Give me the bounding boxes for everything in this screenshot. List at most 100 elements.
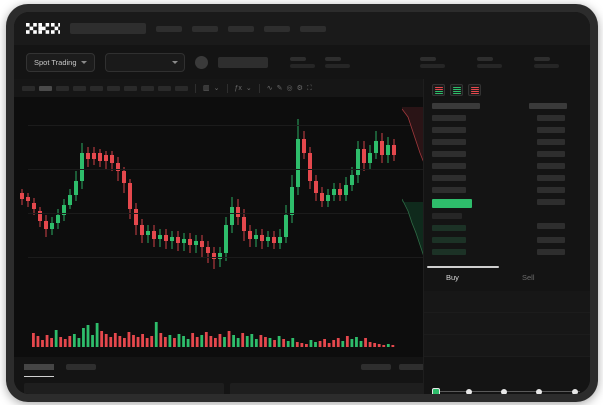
ticker-bar: Spot Trading — [14, 45, 590, 79]
orderbook-header-left — [432, 103, 480, 109]
okx-logo-svg — [26, 23, 60, 34]
settings-icon[interactable]: ⚙ — [296, 84, 303, 92]
pair-select-dropdown[interactable] — [104, 52, 185, 72]
amount-slider[interactable] — [432, 387, 582, 394]
gridline — [28, 257, 439, 258]
orderbook-rows[interactable] — [424, 100, 590, 284]
spot-trading-dropdown[interactable]: Spot Trading — [26, 52, 95, 72]
bottom-panel-block-1[interactable] — [24, 383, 224, 394]
bottom-tab-active-underline — [24, 376, 54, 377]
orderbook-row-right[interactable] — [537, 127, 565, 133]
orderbook-bid-row[interactable] — [432, 237, 466, 243]
sell-tab[interactable]: Sell — [522, 273, 535, 282]
ticker-stat-3 — [419, 56, 445, 68]
pencil-icon[interactable]: ✎ — [276, 84, 283, 92]
orderbook-ask-row[interactable] — [432, 115, 466, 121]
orderbook-header-right — [529, 103, 567, 109]
orderbook-bid-row[interactable] — [432, 225, 466, 231]
nav-item-2[interactable] — [192, 25, 218, 32]
orderbook-ask-row[interactable] — [432, 163, 466, 169]
orderbook-row-right[interactable] — [537, 163, 565, 169]
timeframe-button-9[interactable] — [158, 85, 171, 91]
timeframe-button-2[interactable] — [39, 85, 52, 91]
bottom-panel-block-2[interactable] — [229, 383, 429, 394]
orderbook-mode-buttons — [424, 79, 590, 100]
buy-tab[interactable]: Buy — [446, 273, 459, 282]
orderbook-bid-row[interactable] — [432, 249, 466, 255]
timeframe-button-10[interactable] — [175, 85, 188, 91]
orderbook-ask-row[interactable] — [432, 151, 466, 157]
timeframe-button-5[interactable] — [90, 85, 103, 91]
timeframe-button-8[interactable] — [141, 85, 154, 91]
ticker-stat-2 — [324, 56, 350, 68]
indicator-icon[interactable]: ƒx — [234, 84, 242, 92]
candlestick-chart[interactable] — [14, 97, 439, 302]
chevron-down-icon[interactable]: ⌄ — [245, 84, 252, 92]
candlestick-series — [20, 119, 396, 269]
spot-trading-label: Spot Trading — [34, 57, 77, 67]
bottom-tabs — [24, 364, 429, 377]
nav-item-1[interactable] — [156, 25, 182, 32]
timeframe-button-4[interactable] — [73, 85, 86, 91]
bottom-tab-1[interactable] — [24, 364, 54, 370]
slider-step-100[interactable] — [572, 388, 578, 394]
bottom-tab-2[interactable] — [66, 364, 96, 370]
chevron-down-icon[interactable]: ⌄ — [213, 84, 220, 92]
nav-item-5[interactable] — [300, 25, 326, 32]
slider-step-75[interactable] — [536, 388, 542, 394]
nav-item-4[interactable] — [264, 25, 290, 32]
orderbook-ask-row[interactable] — [432, 175, 466, 181]
order-form-field-2[interactable] — [424, 313, 590, 335]
volume-chart[interactable] — [14, 302, 439, 357]
gridline — [28, 169, 439, 170]
order-form-field-3[interactable] — [424, 335, 590, 357]
ticker-stat-5 — [533, 56, 559, 68]
orderbook-ask-row[interactable] — [432, 187, 466, 193]
bottom-orders-panel — [14, 357, 439, 394]
volume-series — [32, 322, 395, 347]
timeframe-button-1[interactable] — [22, 85, 35, 91]
timeframe-button-7[interactable] — [124, 85, 137, 91]
orderbook-and-order-form-panel: Buy Sell — [423, 79, 590, 394]
candles-icon[interactable]: ▥ — [203, 84, 210, 92]
orderbook-bid-row[interactable] — [432, 213, 462, 219]
orderbook-row-right[interactable] — [537, 139, 565, 145]
orderbook-row-right[interactable] — [537, 187, 565, 193]
nav-item-3[interactable] — [228, 25, 254, 32]
gridline — [28, 213, 439, 214]
chevron-down-icon — [80, 60, 87, 64]
slider-step-0[interactable] — [432, 387, 440, 394]
orderbook-row-right[interactable] — [537, 175, 565, 181]
orderbook-row-right[interactable] — [537, 199, 565, 205]
fullscreen-icon[interactable]: ⛶ — [306, 84, 312, 92]
orderbook-ask-row[interactable] — [432, 127, 466, 133]
order-form — [424, 291, 590, 394]
slider-step-50[interactable] — [501, 388, 507, 394]
orderbook-ask-row[interactable] — [432, 139, 466, 145]
orderbook-mode-bids-icon[interactable] — [450, 84, 463, 96]
orderbook-mode-both-icon[interactable] — [432, 84, 445, 96]
search-input[interactable] — [70, 23, 146, 34]
orderbook-row-right[interactable] — [537, 249, 565, 255]
orderbook-mode-asks-icon[interactable] — [468, 84, 481, 96]
order-form-field-1[interactable] — [424, 291, 590, 313]
timeframe-button-6[interactable] — [107, 85, 120, 91]
line-wave-icon[interactable]: ∿ — [266, 84, 273, 92]
magnet-icon[interactable]: ◎ — [286, 84, 293, 92]
timeframe-button-3[interactable] — [56, 85, 69, 91]
device-frame: Spot Trading — [6, 4, 598, 402]
orderbook-row-right[interactable] — [537, 237, 565, 243]
bottom-panel-blocks — [24, 383, 429, 394]
bottom-control-2[interactable] — [399, 364, 429, 370]
orderbook-row-right[interactable] — [537, 115, 565, 121]
bottom-control-1[interactable] — [361, 364, 391, 370]
okx-logo-icon[interactable] — [26, 23, 60, 34]
pair-name — [217, 56, 268, 68]
slider-track — [434, 391, 580, 392]
slider-step-25[interactable] — [466, 388, 472, 394]
orderbook-last-price — [432, 199, 472, 208]
orderbook-row-right[interactable] — [537, 151, 565, 157]
chevron-down-icon — [171, 60, 178, 64]
orderbook-row-right[interactable] — [537, 223, 565, 229]
coin-avatar — [194, 55, 208, 69]
